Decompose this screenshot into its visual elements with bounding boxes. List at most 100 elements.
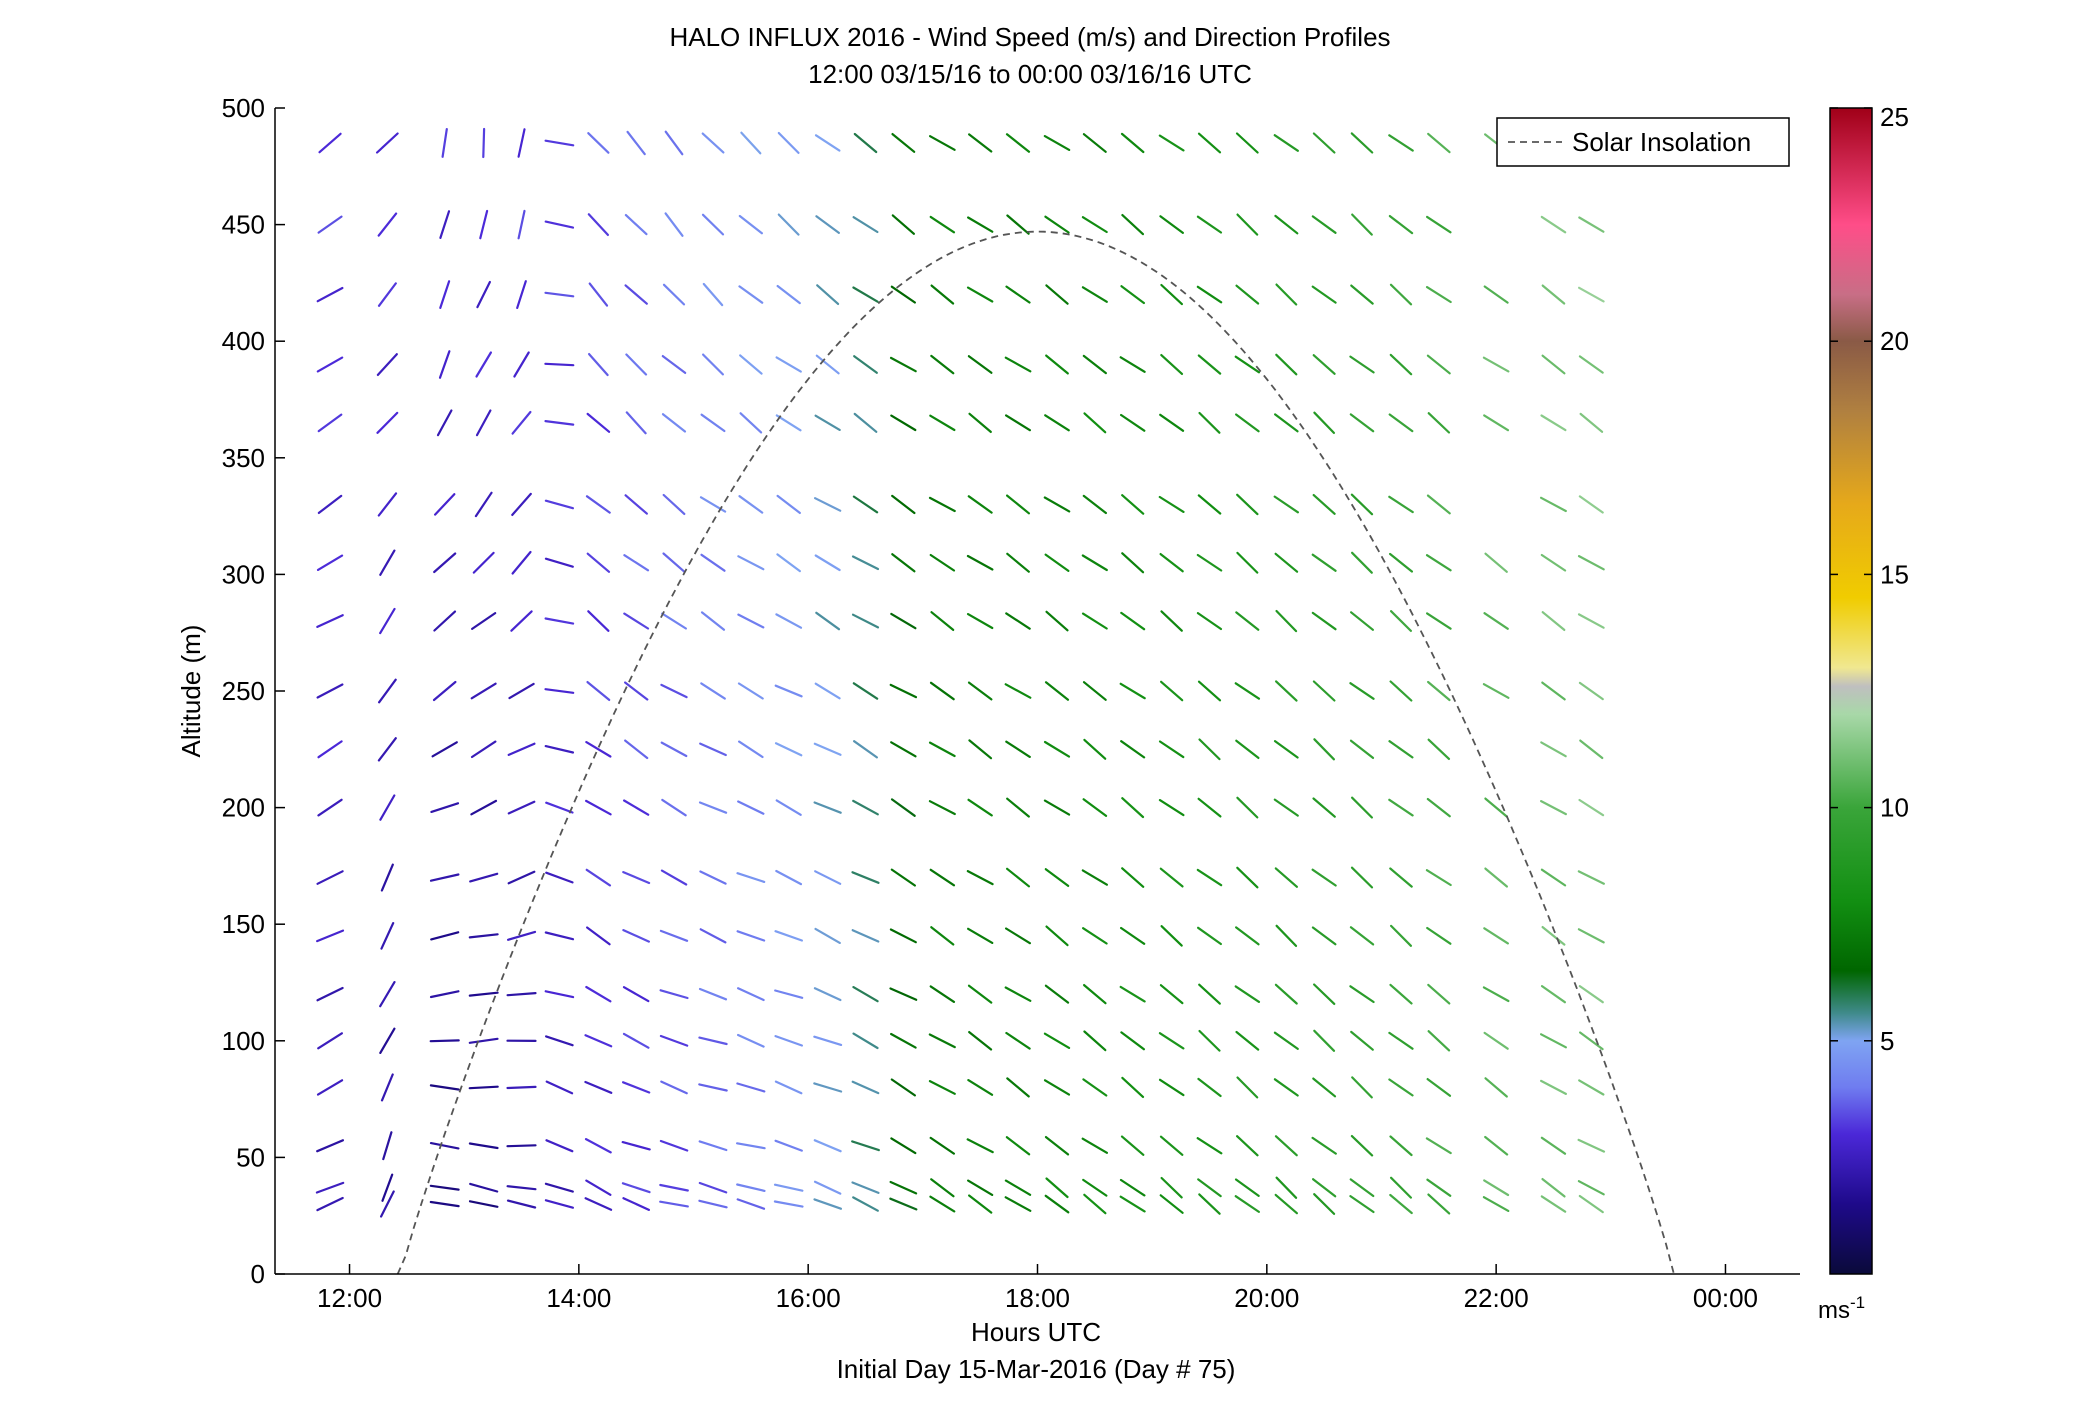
wind-vector (1388, 134, 1414, 152)
wind-vector (1275, 283, 1298, 306)
x-tick-label: 16:00 (776, 1283, 841, 1313)
wind-vector (1197, 494, 1222, 515)
wind-vector (1274, 1135, 1298, 1157)
plot-background (275, 108, 1800, 1274)
wind-vector (587, 610, 610, 632)
wind-vector (380, 1073, 394, 1102)
wind-vector (1005, 1031, 1031, 1050)
wind-vector (737, 800, 765, 815)
wind-vector (967, 798, 993, 817)
wind-vector (967, 495, 993, 514)
wind-vector (1081, 869, 1109, 886)
wind-vector (736, 1082, 766, 1093)
wind-vector (852, 799, 879, 816)
wind-vector (1081, 612, 1108, 630)
y-tick-label: 250 (222, 676, 265, 706)
wind-vector (510, 610, 533, 632)
wind-vector (1349, 355, 1375, 374)
wind-vector (701, 132, 725, 154)
wind-vector (517, 128, 526, 158)
wind-vector (698, 987, 728, 1001)
wind-vector (429, 1141, 460, 1150)
wind-vector (436, 409, 453, 437)
wind-vector (1044, 414, 1070, 432)
wind-vector (930, 611, 955, 632)
wind-vector (1577, 554, 1605, 571)
wind-vector (662, 552, 686, 574)
colorbar-unit-exponent: -1 (1850, 1293, 1865, 1312)
y-tick-label: 100 (222, 1026, 265, 1056)
wind-vector (1044, 984, 1070, 1004)
wind-vector (1350, 551, 1373, 574)
wind-vector (966, 216, 994, 233)
wind-vector (1082, 983, 1107, 1005)
wind-vector (1006, 552, 1030, 573)
wind-vector (1083, 1030, 1107, 1052)
wind-vector (1121, 1076, 1145, 1099)
wind-vector (317, 413, 343, 433)
wind-vector (584, 799, 612, 816)
wind-vector (1540, 1195, 1567, 1213)
wind-vector (929, 681, 955, 701)
wind-vector (813, 1180, 842, 1195)
y-tick-label: 200 (222, 793, 265, 823)
wind-vector (441, 128, 448, 158)
wind-vector (1350, 1134, 1374, 1157)
y-tick-label: 500 (222, 93, 265, 123)
wind-vector (814, 414, 841, 431)
wind-vector (1159, 1135, 1184, 1156)
wind-vector (1197, 354, 1222, 375)
wind-vector (1234, 355, 1261, 374)
wind-vector (1579, 412, 1604, 433)
wind-vector (316, 554, 344, 572)
wind-vector (1236, 551, 1259, 574)
wind-vector (1484, 1135, 1509, 1156)
wind-vector (1349, 611, 1375, 631)
wind-vector (621, 1140, 651, 1151)
wind-vector (1425, 612, 1452, 630)
wind-vector (433, 610, 457, 632)
wind-vector (1159, 1194, 1184, 1214)
wind-vector (814, 682, 841, 700)
wind-vector (1120, 611, 1146, 631)
wind-vector (740, 131, 762, 155)
wind-vector (1311, 285, 1337, 304)
wind-vector (1483, 1179, 1510, 1197)
wind-vector (1236, 1076, 1259, 1099)
wind-vector (659, 1034, 689, 1047)
wind-vector (1427, 132, 1451, 154)
wind-vector (1197, 680, 1222, 702)
wind-vector (1273, 495, 1300, 514)
wind-vector (929, 553, 956, 572)
wind-vector (624, 494, 648, 515)
wind-vector (1005, 133, 1031, 153)
wind-vector (661, 612, 688, 630)
wind-vector (1121, 797, 1145, 819)
wind-vector (1006, 214, 1030, 235)
wind-vector (1197, 797, 1222, 818)
wind-vector (545, 801, 574, 814)
wind-vector (776, 284, 801, 305)
wind-vector (968, 1030, 993, 1051)
wind-vector (891, 553, 916, 573)
wind-vector (774, 684, 803, 698)
wind-vector (736, 1033, 765, 1048)
wind-vector (851, 1080, 880, 1095)
wind-vector (1426, 494, 1451, 515)
wind-vector (1349, 413, 1375, 433)
wind-vector (376, 353, 398, 376)
wind-vector (475, 409, 492, 437)
wind-vector (468, 1037, 499, 1044)
wind-vector (433, 552, 457, 574)
wind-vector (429, 990, 460, 999)
wind-vector (775, 613, 803, 629)
wind-vector (890, 285, 917, 304)
wind-vector (702, 282, 724, 307)
wind-vector (889, 987, 918, 1001)
wind-vector (511, 410, 532, 435)
wind-vector (544, 362, 575, 367)
wind-vector (967, 681, 993, 701)
wind-vector (929, 1195, 956, 1213)
wind-vector (1005, 867, 1031, 888)
wind-vector (1083, 412, 1107, 434)
